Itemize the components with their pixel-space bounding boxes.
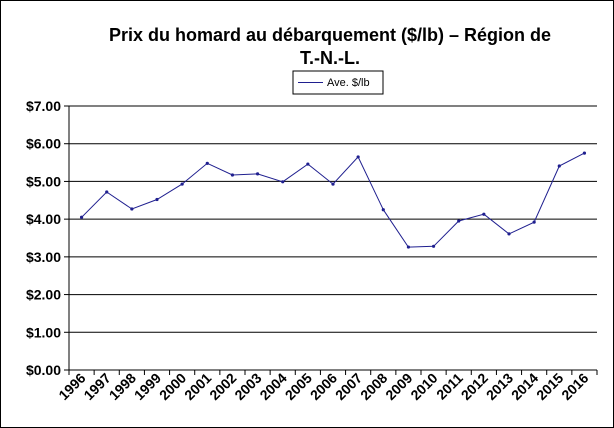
y-tick-label: $6.00 — [26, 136, 61, 152]
data-point — [306, 162, 310, 166]
data-point — [507, 232, 511, 236]
y-tick-label: $4.00 — [26, 211, 61, 227]
x-tick-label: 1997 — [80, 370, 113, 403]
x-tick-label: 2011 — [433, 370, 466, 403]
x-tick-label: 2007 — [332, 370, 365, 403]
data-point — [255, 172, 260, 176]
data-point — [582, 151, 587, 155]
legend-series-label: Ave. $/lb — [327, 77, 370, 89]
x-tick-label: 2013 — [483, 370, 516, 403]
x-tick-label: 1998 — [106, 370, 139, 403]
x-tick-label: 2002 — [206, 370, 239, 403]
data-point — [482, 212, 486, 216]
legend-box — [292, 70, 384, 95]
data-point — [105, 190, 109, 194]
data-point — [155, 197, 159, 202]
data-point — [557, 164, 561, 168]
data-point — [356, 155, 360, 159]
x-tick-label: 2003 — [231, 370, 264, 403]
y-tick-label: $2.00 — [26, 287, 61, 303]
x-tick-label: 2006 — [307, 370, 340, 403]
data-point — [79, 215, 84, 219]
x-tick-label: 2009 — [382, 370, 415, 403]
x-tick-label: 2014 — [508, 370, 541, 403]
y-tick-label: $0.00 — [26, 362, 61, 378]
axes — [64, 105, 598, 375]
data-point — [532, 220, 536, 224]
x-tick-label: 1999 — [131, 370, 164, 403]
x-tick-label: 2000 — [156, 370, 189, 403]
x-tick-label: 2016 — [558, 370, 591, 403]
series-layer — [79, 151, 587, 249]
data-point — [406, 245, 411, 249]
data-point — [457, 219, 461, 223]
grid-lines — [69, 105, 597, 371]
x-tick-label: 2005 — [282, 370, 315, 403]
data-point — [180, 182, 184, 186]
data-point — [381, 208, 385, 212]
x-axis-tick-labels: 1996199719981999200020012002200320042005… — [55, 370, 591, 403]
y-tick-label: $1.00 — [26, 324, 61, 340]
x-tick-label: 2001 — [181, 370, 214, 403]
y-tick-label: $5.00 — [26, 173, 61, 189]
data-point — [130, 207, 134, 211]
data-point — [331, 182, 335, 186]
chart-title-line-2: T.-N.-L. — [300, 48, 360, 68]
y-tick-label: $3.00 — [26, 249, 61, 265]
x-tick-label: 2010 — [407, 370, 440, 403]
data-point — [205, 161, 209, 165]
x-tick-label: 2004 — [256, 370, 289, 403]
x-tick-label: 2012 — [458, 370, 491, 403]
x-tick-label: 2008 — [357, 370, 390, 403]
y-axis-tick-labels: $0.00 $1.00 $2.00 $3.00 $4.00 $5.00 $6.00 $7.00 — [26, 98, 61, 378]
y-tick-label: $7.00 — [26, 98, 61, 114]
data-point — [281, 180, 285, 184]
data-point — [431, 244, 436, 248]
data-point — [230, 173, 235, 177]
legend: Ave. $/lb — [292, 70, 384, 95]
chart-title-line-1: Prix du homard au débarquement ($/lb) – … — [109, 25, 551, 45]
x-tick-label: 2015 — [533, 370, 566, 403]
